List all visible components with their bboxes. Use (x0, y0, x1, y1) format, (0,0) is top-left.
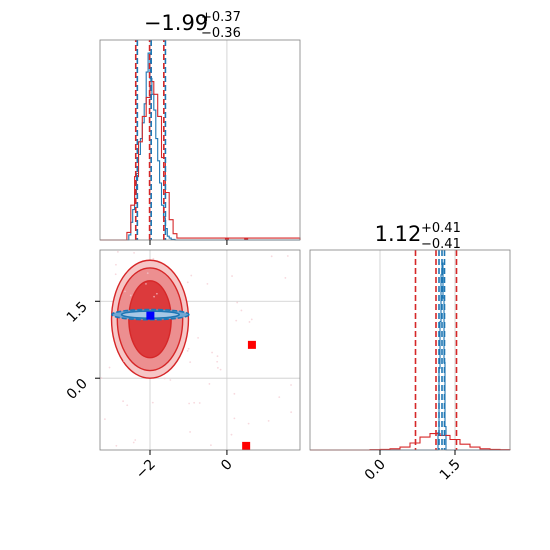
sample-dot (290, 384, 292, 386)
sample-dot (114, 273, 117, 276)
sample-dot (116, 250, 119, 253)
title-upper-error: +0.37 (201, 10, 241, 25)
title-lower-error: −0.36 (201, 26, 241, 41)
panel-frame (99, 249, 301, 451)
sample-dot (189, 431, 191, 433)
sample-dot (270, 255, 273, 258)
panel-title: 1.12 +0.41 −0.41 (375, 221, 461, 252)
sample-dot (152, 257, 155, 260)
panel-frame (99, 39, 301, 241)
sample-dot (211, 351, 213, 354)
marginal-hist-panel-1: −1.99 +0.37 −0.36 (99, 10, 301, 245)
sample-dot (142, 370, 144, 373)
sample-dot (134, 439, 137, 441)
sample-dot (151, 401, 154, 404)
truth-marker (242, 441, 251, 450)
sample-dot (267, 419, 270, 422)
sample-dot (219, 368, 222, 371)
sample-dot (126, 404, 129, 407)
sample-dot (189, 361, 192, 364)
sample-dot (236, 301, 239, 304)
sample-dot (233, 417, 236, 420)
sample-dot (286, 255, 289, 257)
sample-dot (182, 339, 185, 341)
sample-dot (155, 292, 158, 295)
sample-dot (248, 321, 251, 323)
title-value: 1.12 (375, 222, 422, 246)
sample-dot (153, 295, 155, 298)
truth-marker (247, 340, 256, 349)
sample-dot (115, 444, 118, 447)
sample-dot (188, 402, 191, 405)
sample-dot (100, 377, 103, 379)
sample-dot (235, 319, 238, 322)
sample-dot (230, 433, 233, 436)
sample-dot (247, 422, 250, 425)
panel-title: −1.99 +0.37 −0.36 (144, 10, 241, 41)
title-value: −1.99 (144, 11, 208, 35)
sample-dot (278, 396, 281, 399)
sample-dot (233, 392, 236, 395)
sample-dot (186, 281, 189, 284)
sample-dot (198, 402, 201, 404)
histogram-red (310, 433, 511, 451)
title-lower-error: −0.41 (421, 237, 461, 252)
sample-dot (133, 251, 135, 254)
sample-dot (190, 274, 193, 277)
sample-dot (216, 360, 219, 363)
marginal-hist-panel-2: 0.0 1.5 1.12 +0.41 −0.41 (309, 221, 511, 484)
sample-dot (250, 318, 253, 321)
sample-dot (240, 309, 243, 312)
sample-dot (290, 411, 293, 414)
sample-dot (193, 401, 196, 404)
sample-dot (132, 441, 135, 444)
sample-dot (108, 366, 111, 369)
title-upper-error: +0.41 (421, 221, 461, 236)
sample-dot (103, 418, 106, 421)
sample-dot (208, 383, 211, 385)
sample-dot (216, 355, 219, 358)
sample-dot (206, 282, 209, 285)
sample-dot (231, 275, 233, 277)
sample-dot (115, 263, 117, 266)
sample-dot (145, 282, 147, 285)
sample-dot (187, 347, 190, 350)
sample-dot (163, 377, 166, 380)
sample-dot (122, 400, 124, 403)
histogram-red (100, 81, 301, 241)
truth-marker (146, 311, 155, 320)
sample-dot (169, 379, 172, 381)
sample-dot (216, 366, 219, 369)
sample-dot (129, 294, 132, 297)
sample-dot (124, 290, 126, 293)
sample-dot (186, 349, 189, 352)
sample-dot (146, 272, 149, 275)
sample-dot (123, 360, 126, 363)
panel-frame (309, 249, 511, 451)
sample-dot (210, 444, 212, 447)
sample-dot (284, 277, 287, 279)
sample-dot (197, 336, 199, 339)
